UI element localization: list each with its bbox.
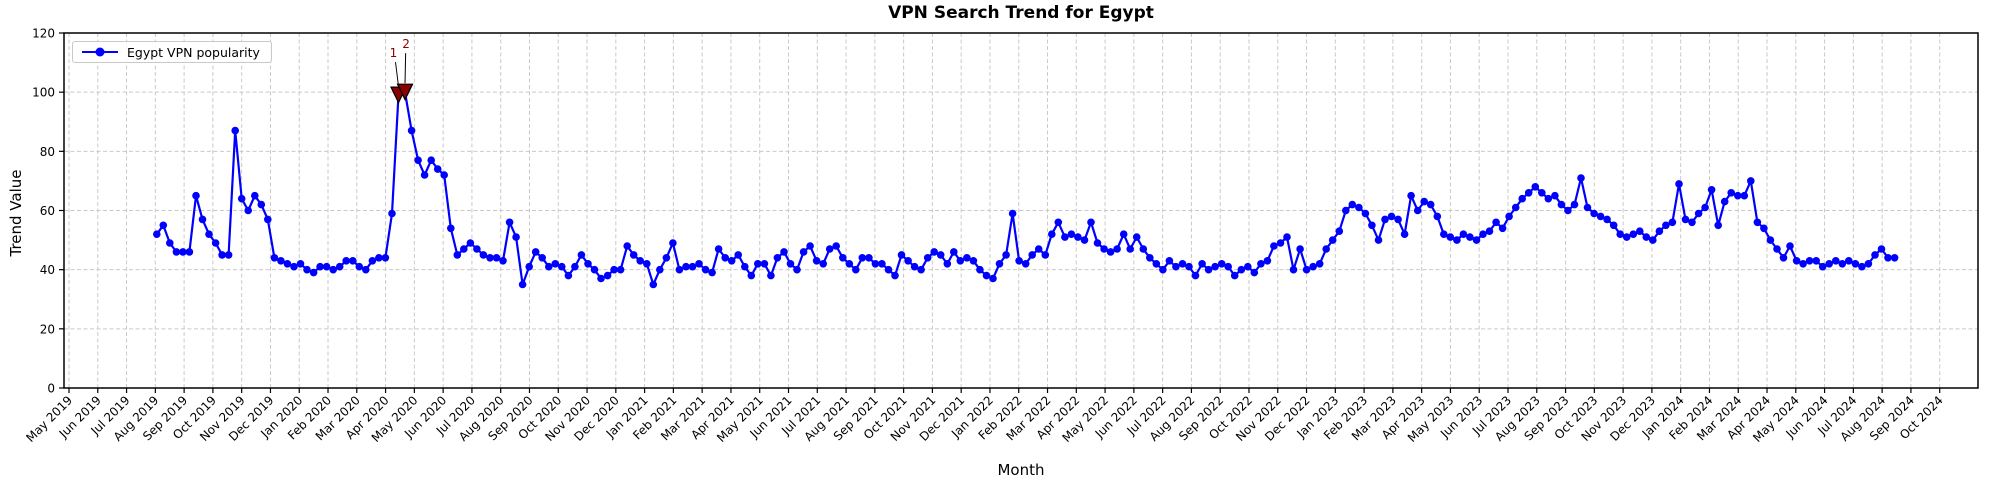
x-axis-title: Month <box>997 461 1045 479</box>
svg-text:120: 120 <box>32 27 55 41</box>
svg-text:20: 20 <box>40 322 55 336</box>
svg-text:80: 80 <box>40 145 55 159</box>
grid <box>64 32 1978 389</box>
annotation-triangle-marker <box>396 83 414 102</box>
legend-marker-dot <box>95 47 105 57</box>
annotations: 12 <box>390 37 414 105</box>
annotation-label: 2 <box>402 37 410 51</box>
annotation-connector <box>404 53 407 84</box>
annotation-label: 1 <box>390 46 398 60</box>
svg-text:40: 40 <box>40 263 55 277</box>
annotation-connector <box>395 62 399 87</box>
axis-ticks <box>59 32 1941 393</box>
series-markers <box>153 88 1899 289</box>
svg-text:0: 0 <box>47 382 55 396</box>
chart-title: VPN Search Trend for Egypt <box>888 3 1154 23</box>
legend-series-label: Egypt VPN popularity <box>127 44 260 60</box>
y-axis-title: Trend Value <box>7 169 25 257</box>
series-line <box>155 91 1895 286</box>
svg-text:100: 100 <box>32 86 55 100</box>
legend-line-sample <box>82 47 118 57</box>
y-tick-labels: 0 20 40 60 80 100 120 <box>32 27 55 396</box>
svg-text:60: 60 <box>40 204 55 218</box>
legend-box: Egypt VPN popularity <box>72 41 272 63</box>
